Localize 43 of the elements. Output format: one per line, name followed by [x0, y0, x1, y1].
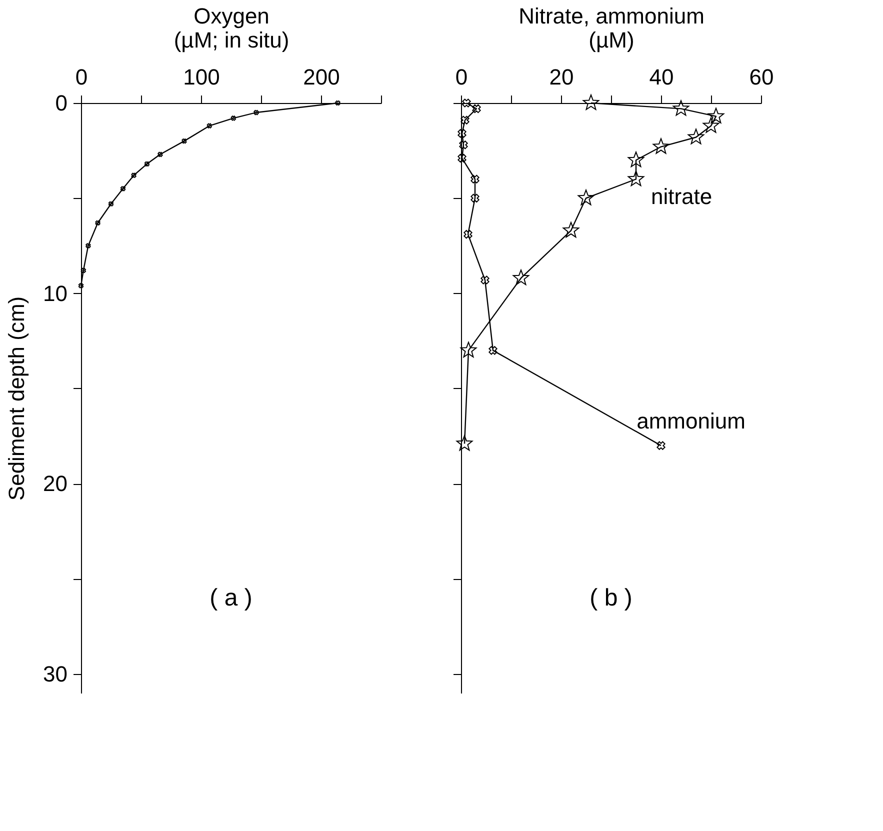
point — [470, 194, 480, 202]
point — [460, 342, 477, 358]
y-axis-title: Sediment depth (cm) — [4, 296, 30, 501]
series-label: ammonium — [636, 408, 746, 434]
point — [472, 104, 481, 114]
x-tick-label: 100 — [183, 64, 220, 90]
point — [462, 98, 471, 108]
point — [708, 108, 724, 124]
annotation: ( a ) — [210, 584, 252, 612]
x-tick-label: 0 — [75, 64, 88, 90]
point — [672, 100, 690, 116]
point — [460, 116, 470, 124]
point — [512, 270, 530, 286]
x-tick-label: 20 — [549, 64, 574, 90]
point — [582, 94, 600, 110]
point — [628, 152, 644, 168]
series-label: nitrate — [651, 184, 712, 210]
point — [459, 140, 468, 150]
point — [488, 346, 498, 355]
point — [628, 170, 644, 186]
annotation: ( b ) — [590, 584, 632, 612]
y-tick-label: 30 — [43, 661, 68, 686]
point — [562, 222, 580, 238]
point — [480, 276, 490, 284]
point — [688, 128, 704, 144]
x-tick-label: 200 — [303, 64, 340, 90]
point — [656, 441, 666, 450]
x-tick-label: 40 — [649, 64, 674, 90]
x-axis-title: Oxygen (µM; in situ) — [174, 4, 290, 52]
x-tick-label: 60 — [749, 64, 774, 90]
point — [652, 138, 670, 154]
point — [470, 174, 480, 184]
point — [456, 435, 473, 451]
point — [464, 230, 472, 239]
x-axis-title: Nitrate, ammonium (µM) — [518, 4, 704, 52]
point — [458, 154, 466, 163]
point — [458, 129, 466, 138]
x-tick-label: 0 — [455, 64, 468, 90]
y-tick-label: 10 — [43, 280, 68, 306]
point — [702, 117, 720, 133]
y-tick-label: 20 — [43, 471, 68, 496]
y-tick-label: 0 — [55, 90, 68, 116]
point — [578, 190, 594, 206]
